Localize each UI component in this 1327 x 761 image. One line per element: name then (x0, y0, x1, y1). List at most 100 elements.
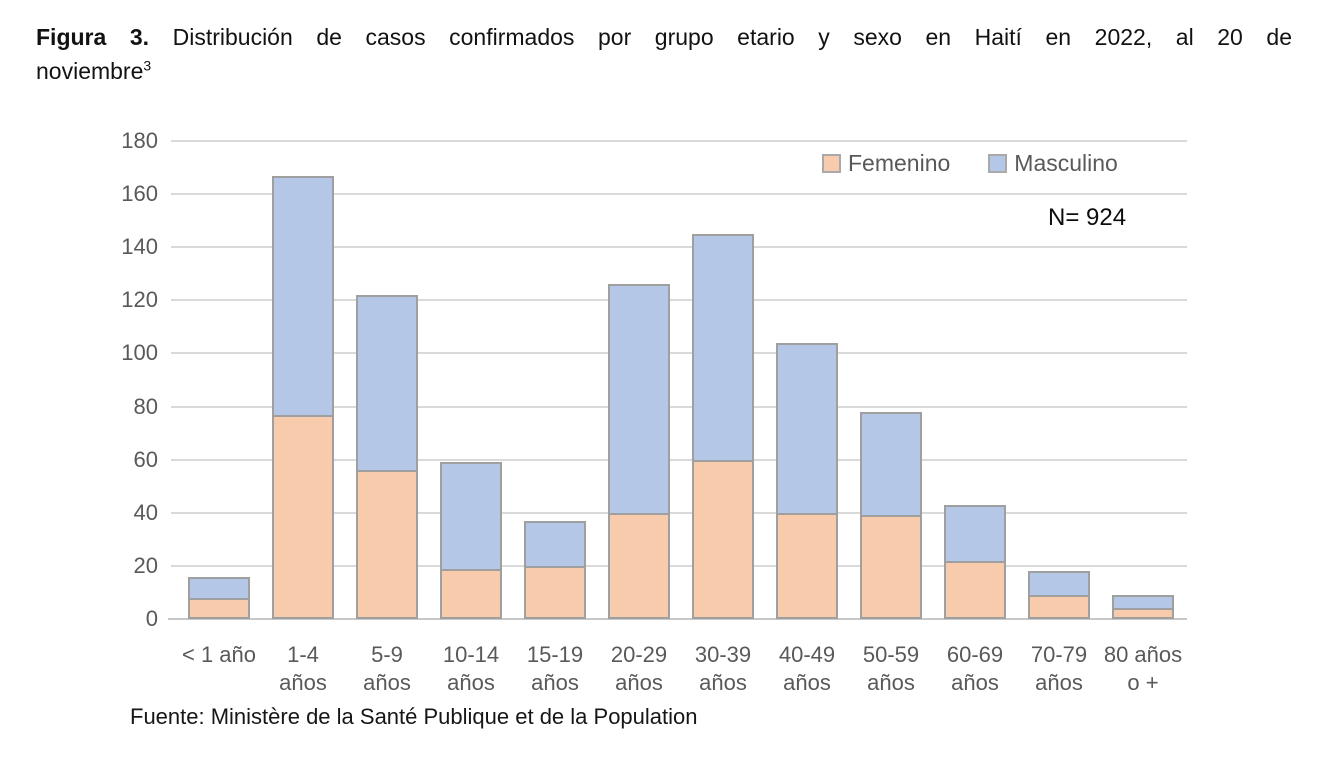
bar-segment-masculino (608, 284, 670, 513)
bar-segment-femenino (356, 470, 418, 619)
x-axis-tick-label: 1-4 años (261, 641, 345, 697)
x-axis-tick-label: 70-79 años (1017, 641, 1101, 697)
y-axis-tick-label: 20 (133, 552, 158, 578)
bar-stack-1-a-o (188, 576, 250, 619)
bar-stack-15-19-a-os (524, 520, 586, 619)
gridline (171, 246, 1187, 249)
bar-segment-masculino (272, 175, 334, 415)
x-axis-tick-label: 80 años o + (1101, 641, 1185, 697)
x-axis-tick-line: años (363, 670, 411, 695)
legend-label-femenino: Femenino (848, 150, 951, 176)
gridline (171, 405, 1187, 408)
x-axis-tick-line: años (279, 670, 327, 695)
x-axis-tick-label: 30-39 años (681, 641, 765, 697)
masculino-swatch (988, 154, 1008, 173)
figure-title: Figura 3. Distribución de casos confirma… (36, 20, 1292, 88)
gridline (171, 458, 1187, 461)
x-axis-tick-line: 10-14 (442, 642, 500, 667)
x-axis-tick-line: 40-49 (778, 642, 836, 667)
legend-label-masculino: Masculino (1014, 150, 1118, 176)
x-axis-tick-line: 1-4 (287, 642, 319, 667)
figure-title-text: Distribución de casos confirmados por gr… (172, 24, 1292, 50)
x-axis-tick-line: 5-9 (371, 642, 403, 667)
bar-stack-70-79-a-os (1028, 571, 1090, 619)
x-axis-tick-line: 15-19 (526, 642, 584, 667)
y-axis-tick-label: 140 (121, 234, 158, 260)
legend-item-masculino: Masculino (988, 150, 1118, 177)
legend: Femenino Masculino (822, 150, 1118, 177)
x-axis-tick-line: 80 años (1103, 642, 1183, 667)
x-axis-tick-line: o + (1127, 670, 1159, 695)
source-note: Fuente: Ministère de la Santé Publique e… (130, 704, 698, 729)
footnote-marker: 3 (143, 57, 152, 74)
bar-segment-femenino (188, 597, 250, 619)
gridline (171, 140, 1187, 142)
x-axis-line (168, 618, 1187, 620)
figure-title-line1: Figura 3. Distribución de casos confirma… (36, 20, 1292, 54)
gridline (171, 564, 1187, 567)
y-axis-tick-label: 0 (145, 606, 158, 631)
bar-segment-masculino (440, 462, 502, 569)
y-axis-tick-label: 180 (121, 128, 158, 153)
x-axis-tick-line: 30-39 (694, 642, 752, 667)
figure-title-line2-text: noviembre (36, 58, 144, 84)
figure-title-line2: noviembre3 (36, 54, 1292, 88)
bar-segment-masculino (524, 520, 586, 566)
figure-number: Figura 3. (36, 24, 150, 50)
y-axis-tick-label: 100 (121, 340, 158, 366)
bar-segment-masculino (188, 576, 250, 598)
x-axis-tick-line: años (951, 670, 999, 695)
x-axis-tick-line: 20-29 (610, 642, 668, 667)
gridline (171, 193, 1187, 196)
x-axis-tick-line: años (1035, 670, 1083, 695)
x-axis-tick-line: < 1 año (181, 642, 256, 667)
bar-segment-femenino (776, 512, 838, 619)
bar-segment-femenino (608, 512, 670, 619)
x-axis-tick-line: años (783, 670, 831, 695)
x-axis-tick-label: 15-19 años (513, 641, 597, 697)
y-axis-tick-label: 60 (133, 446, 158, 472)
bar-stack-1-4-a-os (272, 175, 334, 619)
bar-segment-masculino (692, 233, 754, 460)
x-axis-tick-line: años (615, 670, 663, 695)
bar-segment-masculino (776, 342, 838, 513)
x-axis-tick-label: 5-9 años (345, 641, 429, 697)
sample-size-label: N= 924 (1048, 204, 1127, 231)
femenino-swatch (822, 154, 841, 173)
bar-stack-20-29-a-os (608, 284, 670, 619)
y-axis-tick-label: 160 (121, 181, 158, 207)
x-axis-tick-line: años (699, 670, 747, 695)
gridline (171, 352, 1187, 355)
plot-area (168, 140, 1187, 620)
bar-stack-30-39-a-os (692, 233, 754, 619)
x-axis-tick-label: 50-59 años (849, 641, 933, 697)
bar-segment-femenino (1112, 608, 1174, 619)
bar-segment-masculino (944, 504, 1006, 561)
y-axis-tick-label: 40 (133, 499, 158, 525)
x-axis-tick-label: < 1 año (177, 641, 261, 669)
bar-segment-femenino (860, 515, 922, 619)
x-axis-tick-label: 10-14 años (429, 641, 513, 697)
bar-segment-femenino (944, 560, 1006, 619)
bar-stack-50-59-a-os (860, 411, 922, 619)
x-axis-tick-line: años (447, 670, 495, 695)
x-axis-tick-label: 40-49 años (765, 641, 849, 697)
x-axis-tick-line: años (867, 670, 915, 695)
x-axis-tick-line: 50-59 (862, 642, 920, 667)
bar-segment-femenino (692, 459, 754, 619)
bar-segment-masculino (860, 411, 922, 516)
x-axis-tick-label: 60-69 años (933, 641, 1017, 697)
y-axis-tick-label: 120 (121, 287, 158, 313)
bar-segment-masculino (356, 295, 418, 471)
gridline (171, 511, 1187, 514)
x-axis-tick-label: 20-29 años (597, 641, 681, 697)
bar-stack-40-49-a-os (776, 342, 838, 619)
bar-stack-80-a-os-o (1112, 595, 1174, 619)
bar-segment-masculino (1028, 571, 1090, 596)
bar-segment-femenino (272, 414, 334, 619)
bar-segment-femenino (524, 565, 586, 619)
bar-stack-60-69-a-os (944, 504, 1006, 619)
x-axis-tick-line: años (531, 670, 579, 695)
x-axis-tick-line: 60-69 (946, 642, 1004, 667)
